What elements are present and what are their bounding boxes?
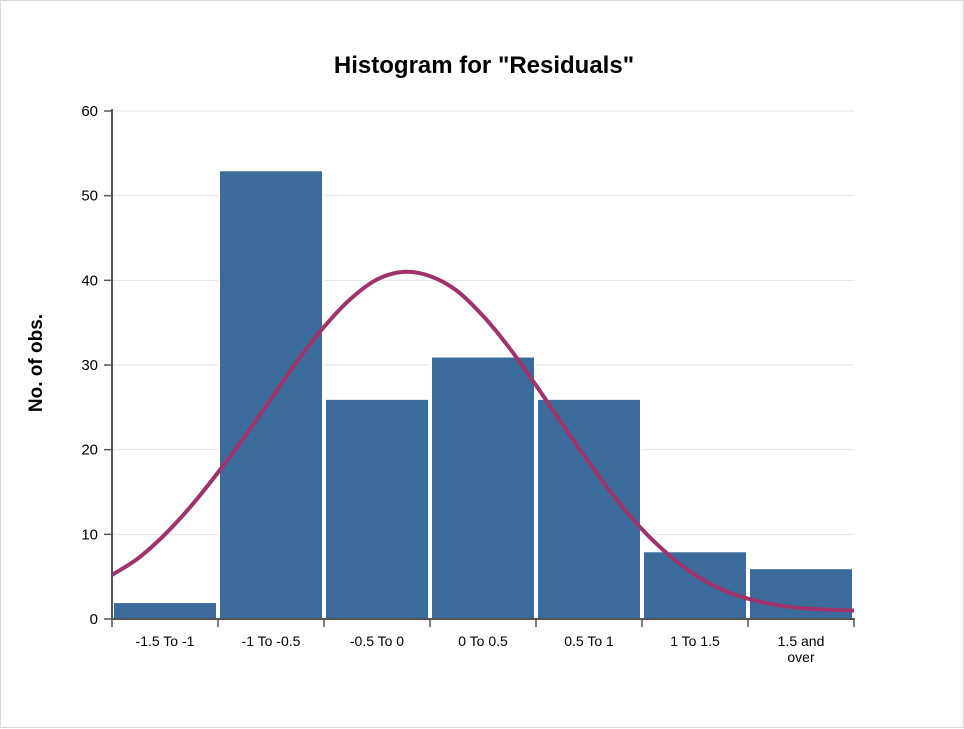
x-tick-label: 0.5 To 1 [564,633,614,649]
x-tick-label: 0 To 0.5 [458,633,508,649]
x-tick-label: over [787,649,815,665]
y-tick-labels: 0 10 20 30 40 50 60 [81,103,98,628]
x-tick-label: 1 To 1.5 [670,633,720,649]
bar [218,169,324,620]
y-tick-label: 60 [81,103,98,120]
y-tick-label: 20 [81,442,98,459]
y-tick-label: 40 [81,272,98,289]
x-tick-label: 1.5 and [778,633,825,649]
x-tick-labels: -1.5 To -1 -1 To -0.5 -0.5 To 0 0 To 0.5 0.5… [136,633,825,665]
bar [324,397,430,620]
bars [112,169,854,621]
y-tick-label: 0 [90,611,98,628]
normal-curve [110,269,855,613]
x-tick-label: -1.5 To -1 [136,633,195,649]
normal-curve-group [110,269,855,613]
y-tick-label: 30 [81,357,98,374]
bar [642,550,748,620]
bar [430,355,536,620]
y-axis-label: No. of obs. [26,314,47,412]
bar [112,601,218,620]
chart-title: Histogram for "Residuals" [334,52,634,79]
axes [104,109,855,627]
x-tick-label: -1 To -0.5 [242,633,301,649]
x-tick-label: -0.5 To 0 [350,633,404,649]
y-tick-label: 50 [81,188,98,205]
y-tick-label: 10 [81,526,98,543]
